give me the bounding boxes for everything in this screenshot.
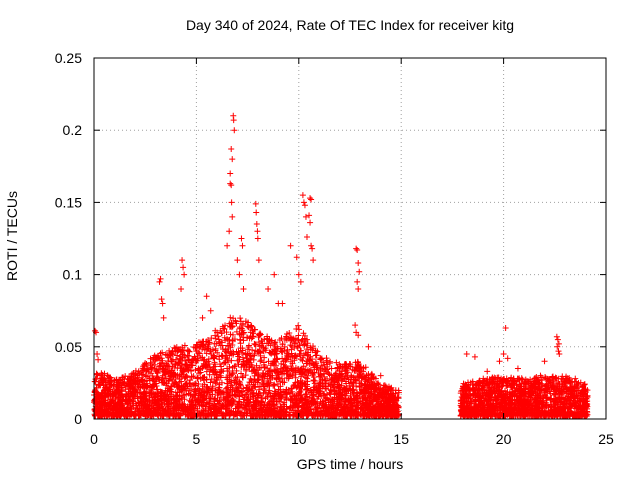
- data-point: [190, 373, 197, 380]
- data-point: [238, 370, 245, 377]
- data-point: [297, 383, 304, 390]
- data-point: [205, 356, 212, 363]
- data-point: [179, 400, 186, 407]
- data-point: [152, 361, 159, 368]
- data-point: [174, 352, 181, 359]
- data-point: [232, 362, 239, 369]
- data-point: [209, 346, 216, 353]
- data-point: [182, 360, 189, 367]
- data-point: [310, 345, 317, 352]
- data-point: [381, 382, 388, 389]
- data-point: [173, 392, 180, 399]
- data-point: [234, 357, 241, 364]
- data-point: [236, 393, 243, 400]
- data-point: [306, 356, 313, 363]
- data-point: [233, 367, 240, 374]
- data-point: [279, 379, 286, 386]
- data-point: [194, 374, 201, 381]
- data-point: [148, 366, 155, 373]
- data-point: [210, 363, 217, 370]
- x-axis-label: GPS time / hours: [296, 456, 404, 472]
- data-point: [186, 348, 193, 355]
- data-point: [250, 330, 257, 337]
- data-point: [240, 385, 247, 392]
- data-point: [239, 388, 246, 395]
- data-point: [168, 357, 175, 364]
- data-point: [259, 340, 266, 347]
- data-point: [229, 337, 236, 344]
- data-point: [211, 361, 218, 368]
- data-point: [215, 384, 222, 391]
- data-point: [249, 346, 256, 353]
- data-point: [219, 346, 226, 353]
- data-point: [239, 354, 246, 361]
- data-point: [257, 358, 264, 365]
- data-point: [120, 393, 127, 400]
- data-point: [128, 397, 135, 404]
- chart-title: Day 340 of 2024, Rate Of TEC Index for r…: [185, 17, 515, 33]
- data-point: [183, 372, 190, 379]
- data-point: [252, 341, 259, 348]
- data-point: [276, 375, 283, 382]
- data-point: [216, 387, 223, 394]
- data-point: [333, 359, 340, 366]
- data-point: [260, 344, 267, 351]
- data-point: [251, 341, 258, 348]
- data-point: [214, 391, 221, 398]
- data-point: [203, 350, 210, 357]
- data-point: [237, 318, 244, 325]
- data-point: [227, 331, 234, 338]
- data-point: [208, 335, 215, 342]
- data-point: [211, 353, 218, 360]
- data-point: [227, 314, 234, 321]
- data-point: [245, 319, 252, 326]
- data-point: [252, 347, 259, 354]
- data-point: [215, 333, 222, 340]
- data-point: [172, 389, 179, 396]
- data-point: [171, 344, 178, 351]
- data-points-layer: [91, 112, 591, 420]
- data-point: [286, 330, 293, 337]
- data-point: [169, 356, 176, 363]
- data-point: [374, 380, 381, 387]
- data-point: [295, 322, 302, 329]
- data-point: [207, 347, 214, 354]
- data-point: [123, 390, 130, 397]
- data-point: [242, 391, 249, 398]
- data-point: [217, 388, 224, 395]
- data-point: [288, 385, 295, 392]
- data-point: [220, 390, 227, 397]
- data-point: [315, 369, 322, 376]
- data-point: [217, 338, 223, 345]
- data-point: [227, 411, 234, 418]
- data-point: [230, 315, 237, 322]
- data-point: [276, 398, 283, 405]
